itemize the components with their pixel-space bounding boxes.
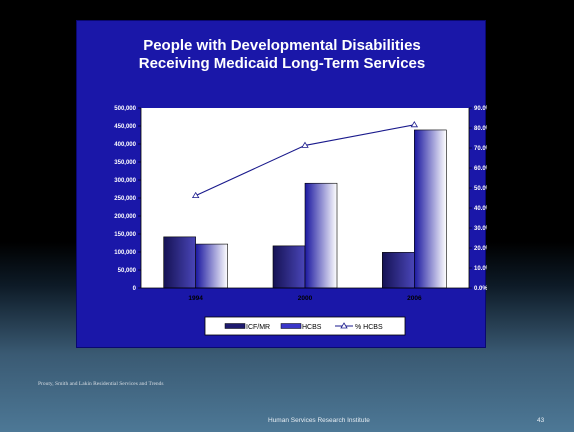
left-tick-label: 350,000: [114, 160, 136, 166]
legend-label-icfmr: ICF/MR: [246, 324, 270, 331]
chart-title-line-2: Receiving Medicaid Long-Term Services: [139, 55, 425, 72]
right-tick-label: 0.0%: [474, 286, 487, 292]
left-tick-label: 400,000: [114, 142, 136, 148]
source-note: Prouty, Smith and Lakin Residential Serv…: [38, 381, 164, 387]
right-tick-label: 70.0%: [474, 146, 487, 152]
left-tick-label: 100,000: [114, 250, 136, 256]
right-tick-label: 10.0%: [474, 266, 487, 272]
left-tick-label: 50,000: [118, 268, 137, 274]
left-tick-label: 0: [133, 286, 137, 292]
percent-hcbs-marker: [191, 191, 200, 199]
left-axis-ticks: 0 50,000 100,000 150,000 200,000 250,000 300,0…: [114, 106, 141, 292]
right-tick-label: 60.0%: [474, 166, 487, 172]
legend-swatch-hcbs: [280, 323, 302, 329]
chart-panel: People with Developmental Disabilities R…: [76, 20, 487, 348]
right-tick-label: 20.0%: [474, 246, 487, 252]
right-tick-label: 50.0%: [474, 186, 487, 192]
category-labels: 1994 2000 2006: [188, 295, 422, 302]
category-label: 2000: [298, 295, 313, 302]
footer-organization: Human Services Research Institute: [268, 417, 370, 424]
slide-number: 43: [537, 417, 545, 424]
legend-swatch-icfmr: [224, 323, 246, 329]
bar-icfmr: [272, 245, 306, 289]
legend-box: [204, 316, 406, 336]
bar-icfmr: [382, 252, 415, 289]
right-tick-label: 90.0%: [474, 106, 487, 112]
legend-label-pct-hcbs: % HCBS: [355, 324, 383, 331]
percent-hcbs-marker: [410, 121, 419, 128]
chart: People with Developmental Disabilities R…: [114, 37, 487, 336]
percent-hcbs-marker: [301, 141, 309, 148]
right-tick-label: 30.0%: [474, 226, 487, 232]
right-tick-label: 40.0%: [474, 206, 487, 212]
category-label: 2006: [407, 295, 422, 302]
left-tick-label: 500,000: [114, 106, 136, 112]
left-tick-label: 450,000: [114, 124, 136, 130]
bar-hcbs: [414, 129, 447, 289]
bar-hcbs: [304, 182, 338, 289]
left-tick-label: 300,000: [114, 178, 136, 184]
left-tick-label: 150,000: [114, 232, 136, 238]
right-tick-label: 80.0%: [474, 126, 487, 132]
category-label: 1994: [188, 295, 203, 302]
bar-marks: [140, 108, 470, 289]
bar-hcbs: [195, 243, 228, 289]
right-axis-ticks: 0.0% 10.0% 20.0% 30.0% 40.0% 50.0% 60.0% 70.0% 8…: [469, 106, 487, 292]
legend-label-hcbs: HCBS: [302, 324, 322, 331]
left-tick-label: 200,000: [114, 214, 136, 220]
legend-triangle-icon: [340, 322, 348, 329]
percent-line: [191, 121, 419, 199]
legend: ICF/MR HCBS % HCBS: [204, 316, 406, 336]
left-tick-label: 250,000: [114, 196, 136, 202]
bar-icfmr: [163, 236, 196, 289]
chart-title-line-1: People with Developmental Disabilities: [143, 37, 421, 54]
